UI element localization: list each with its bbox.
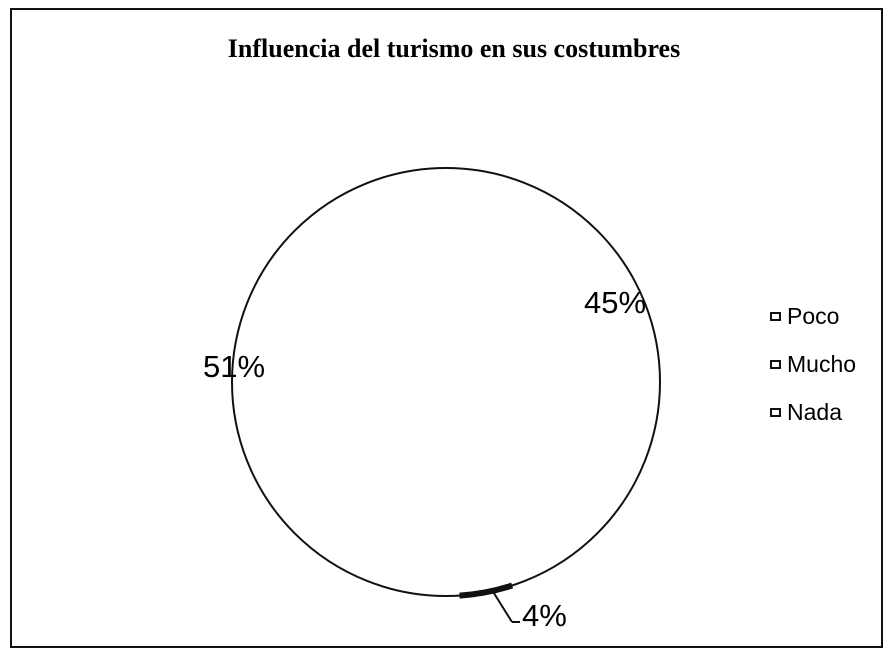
legend-label-mucho: Mucho	[787, 350, 857, 377]
data-label-nada: 51%	[203, 349, 266, 384]
pie-outline	[231, 167, 661, 597]
pie-slice-poco	[446, 168, 661, 586]
pie-chart	[231, 167, 661, 623]
legend-swatch-poco	[770, 311, 781, 321]
legend: Poco Mucho Nada	[770, 292, 856, 436]
legend-label-nada: Nada	[787, 398, 842, 425]
legend-item-mucho: Mucho	[770, 340, 856, 388]
legend-swatch-nada	[770, 407, 781, 417]
legend-label-poco: Poco	[787, 302, 840, 329]
data-label-poco: 45%	[584, 285, 647, 320]
pie-slice-nada	[231, 168, 460, 597]
legend-item-nada: Nada	[770, 388, 856, 436]
pie-slice-mucho	[446, 382, 513, 596]
chart-title: Influencia del turismo en sus costumbres	[227, 34, 681, 63]
legend-swatch-mucho	[770, 359, 781, 369]
data-label-mucho: 4%	[522, 598, 567, 633]
leader-line-mucho	[491, 589, 513, 623]
legend-item-poco: Poco	[770, 292, 856, 340]
